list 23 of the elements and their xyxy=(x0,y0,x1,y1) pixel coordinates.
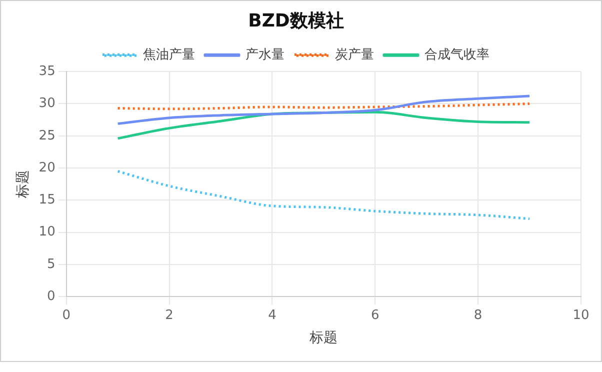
legend-label: 焦油产量 xyxy=(143,47,195,62)
y-tick-label: 35 xyxy=(38,64,56,79)
y-tick-label: 10 xyxy=(38,224,56,240)
line-series xyxy=(116,94,531,125)
x-tick-label: 6 xyxy=(370,308,380,323)
x-axis-title: 标题 xyxy=(308,330,338,346)
y-tick-label: 30 xyxy=(38,96,56,112)
y-tick-label: 25 xyxy=(38,128,56,144)
x-tick-label: 0 xyxy=(62,308,70,323)
legend-label: 合成气收率 xyxy=(424,46,490,62)
y-axis-title: 标题 xyxy=(15,170,32,200)
chart-title: BZD数模社 xyxy=(248,10,344,32)
x-tick-label: 2 xyxy=(165,308,174,323)
y-tick-label: 5 xyxy=(47,256,56,272)
x-tick-label: 4 xyxy=(268,308,276,323)
x-tick-label: 10 xyxy=(572,308,590,323)
y-tick-label: 15 xyxy=(38,192,56,208)
legend-label: 产水量 xyxy=(246,47,284,62)
x-tick-label: 8 xyxy=(474,308,482,323)
y-tick-label: 20 xyxy=(38,160,56,176)
line-series xyxy=(116,170,531,220)
legend-label: 炭产量 xyxy=(335,47,374,62)
y-tick-label: 0 xyxy=(47,288,56,304)
